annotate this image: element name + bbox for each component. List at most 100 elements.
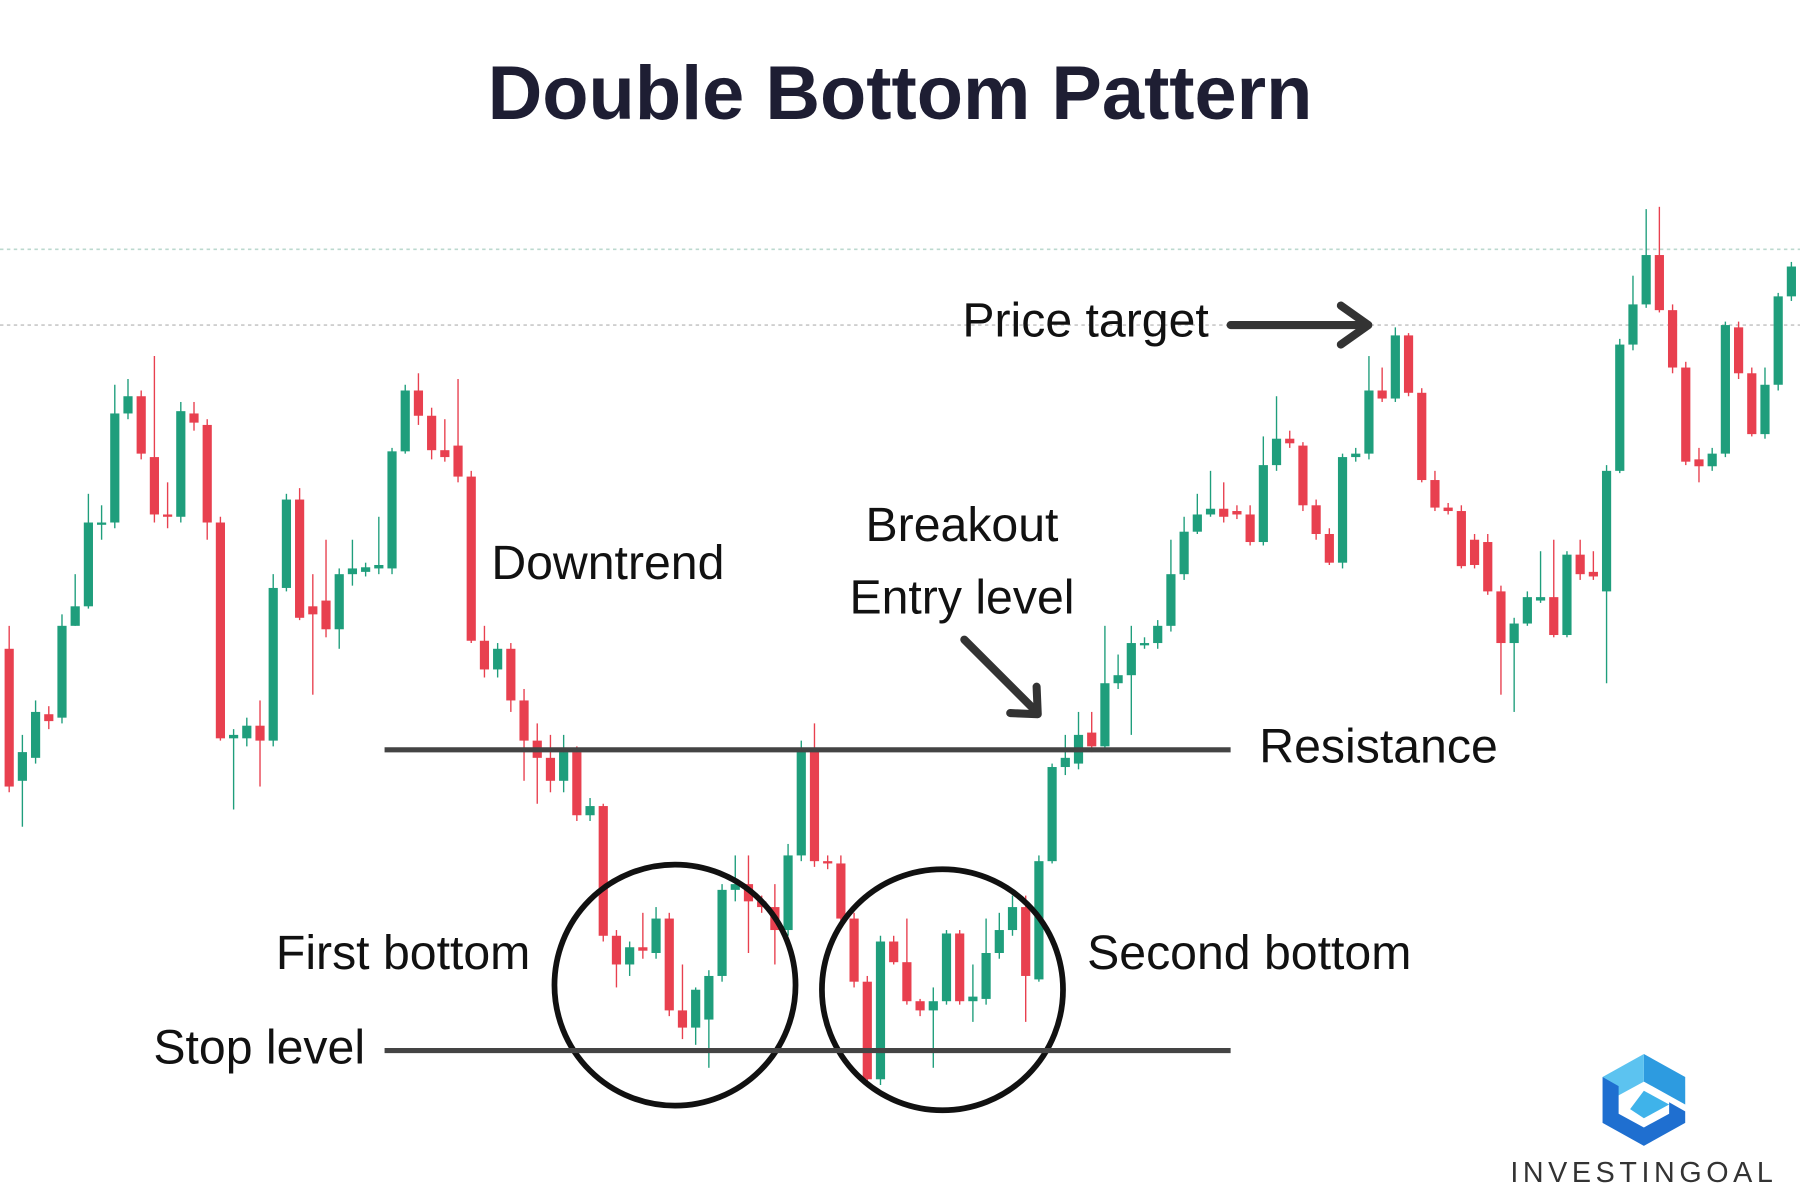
- candle-body: [928, 1001, 938, 1011]
- candle-body: [453, 445, 463, 477]
- candle-body: [902, 962, 912, 1002]
- candle-body: [862, 981, 872, 1080]
- candle-body: [1535, 597, 1546, 601]
- candle-body: [691, 989, 701, 1028]
- candle-body: [427, 415, 437, 451]
- candle-body: [400, 390, 410, 452]
- candle-body: [585, 806, 595, 816]
- candle-body: [1139, 643, 1150, 646]
- candle-body: [136, 396, 146, 454]
- candle-body: [1192, 514, 1202, 532]
- candle-body: [1113, 675, 1123, 684]
- candle-body: [1601, 470, 1612, 592]
- candle-body: [915, 1001, 925, 1011]
- candle-body: [242, 725, 252, 739]
- candle-body: [347, 568, 358, 575]
- candle-body: [1271, 438, 1282, 466]
- candle-body: [1232, 511, 1242, 515]
- candle-body: [809, 748, 820, 862]
- downtrend-label: Downtrend: [491, 536, 724, 590]
- candle-body: [1153, 625, 1163, 644]
- candle-body: [1337, 457, 1348, 563]
- candle-body: [1390, 335, 1400, 399]
- candle-body: [968, 996, 978, 1002]
- candle-body: [1166, 574, 1176, 626]
- candle-body: [281, 499, 292, 588]
- candle-body: [1562, 554, 1572, 636]
- candle-body: [1324, 533, 1334, 563]
- candle-body: [1219, 508, 1229, 517]
- candle-body: [796, 748, 806, 856]
- second-bottom-circle: [819, 866, 1066, 1114]
- level-label: Resistance: [1259, 720, 1497, 774]
- candle-body: [1021, 907, 1031, 976]
- candle-body: [611, 935, 622, 965]
- candle-body: [1681, 367, 1691, 462]
- chart-title: Double Bottom Pattern: [488, 51, 1313, 136]
- candle-body: [255, 725, 265, 741]
- candle-body: [1483, 542, 1493, 592]
- candle-body: [202, 424, 212, 523]
- candle-body: [1773, 296, 1783, 385]
- brand-text: INVESTINGOAL: [1510, 1157, 1777, 1189]
- candle-body: [1364, 390, 1374, 454]
- candle-body: [149, 457, 159, 515]
- candle-body: [1298, 445, 1308, 506]
- candle-body: [1720, 325, 1730, 454]
- candle-body: [704, 975, 714, 1020]
- candle-body: [4, 648, 14, 787]
- breakout-label: Breakout: [866, 498, 1060, 552]
- price-target-arrow: [1226, 301, 1373, 349]
- candle-body: [572, 752, 582, 816]
- candle-body: [1747, 373, 1757, 435]
- logo: [1602, 1054, 1686, 1146]
- candle-body: [677, 1010, 688, 1028]
- candle-body: [17, 752, 27, 781]
- candle-body: [1628, 304, 1638, 345]
- candle-body: [413, 390, 424, 416]
- candle-body: [506, 648, 516, 701]
- candle-body: [598, 806, 608, 936]
- candle-body: [189, 413, 199, 423]
- candle-body: [1403, 335, 1414, 393]
- candle-body: [215, 522, 225, 739]
- second-bottom-label: Second bottom: [1087, 926, 1411, 980]
- candle-body: [545, 757, 556, 781]
- candle-body: [994, 930, 1004, 953]
- candle-body: [625, 947, 635, 965]
- candle-body: [493, 648, 503, 670]
- candle-body: [941, 933, 952, 1002]
- candle-body: [110, 413, 120, 523]
- candle-body: [321, 600, 331, 630]
- candle-body: [83, 522, 93, 607]
- price-target-label: Price target: [962, 294, 1209, 348]
- candle-body: [1496, 591, 1506, 644]
- candle-body: [836, 863, 846, 919]
- candle-body: [1245, 514, 1255, 543]
- candle-body: [1285, 438, 1295, 444]
- candle-body: [334, 574, 344, 630]
- candle-body: [849, 918, 859, 982]
- candle-body: [440, 450, 450, 458]
- entry-level-label: Entry level: [849, 570, 1074, 624]
- candles-layer: [0, 206, 1800, 1086]
- candle-body: [1469, 539, 1480, 565]
- candle-body: [1549, 597, 1559, 636]
- candle-body: [1377, 390, 1387, 399]
- candle-body: [163, 514, 173, 517]
- candle-body: [70, 606, 80, 626]
- candle-body: [1205, 508, 1216, 515]
- candle-body: [638, 947, 648, 951]
- candle-body: [1311, 505, 1321, 534]
- candle-body: [1258, 465, 1268, 543]
- candle-body: [783, 855, 793, 931]
- candle-body: [1786, 266, 1796, 297]
- candle-body: [1707, 453, 1717, 467]
- candle-body: [295, 499, 305, 618]
- first-bottom-circle: [551, 861, 799, 1109]
- candle-body: [664, 918, 674, 1011]
- candle-body: [1588, 571, 1598, 577]
- candle-body: [1007, 907, 1018, 931]
- candle-body: [1087, 732, 1097, 747]
